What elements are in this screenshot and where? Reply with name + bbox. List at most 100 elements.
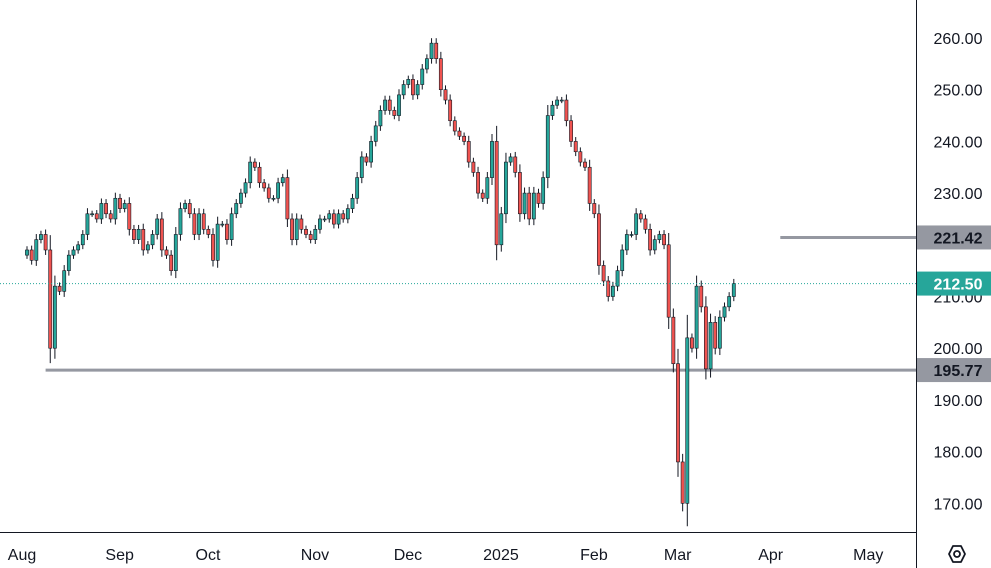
horizontal-levels[interactable] — [45, 235, 916, 372]
candle-body — [462, 135, 467, 142]
candle — [434, 38, 439, 64]
candle — [690, 333, 694, 353]
candle — [62, 265, 67, 297]
candle-body — [387, 99, 392, 111]
candle-body — [155, 218, 160, 235]
candle — [676, 348, 680, 477]
candle-body — [676, 363, 680, 463]
settings-gear-icon[interactable] — [948, 545, 966, 563]
price-tick-label: 250.00 — [934, 83, 983, 100]
candle — [350, 193, 355, 213]
candle — [490, 133, 494, 186]
candle — [727, 292, 732, 312]
candle — [462, 132, 467, 146]
candle — [634, 208, 639, 241]
candle — [411, 74, 415, 100]
candle-body — [466, 141, 471, 163]
candle — [731, 278, 736, 302]
candle — [336, 209, 341, 229]
candle-body — [146, 244, 150, 251]
candle — [39, 230, 43, 244]
candle-body — [624, 234, 629, 251]
candle-body — [197, 213, 201, 235]
candle — [485, 172, 490, 204]
candle — [113, 192, 118, 225]
candle-body — [662, 234, 666, 246]
candle-body — [76, 244, 81, 251]
level-price-badge: 195.77 — [934, 363, 983, 380]
candle — [597, 204, 601, 275]
candlestick-series — [25, 38, 736, 527]
candle — [239, 188, 243, 208]
candle-body — [499, 213, 504, 246]
candle — [527, 186, 532, 226]
candle — [531, 186, 536, 226]
candle — [169, 250, 174, 276]
candle-body — [508, 156, 513, 163]
candle-body — [522, 192, 527, 215]
candle-body — [57, 285, 62, 292]
candle-body — [359, 156, 364, 178]
candle-body — [597, 213, 601, 266]
candle-body — [685, 337, 690, 504]
candle — [285, 169, 290, 228]
candle-body — [108, 213, 113, 220]
candle — [99, 198, 104, 224]
candle — [108, 210, 113, 223]
time-tick-label: Oct — [196, 547, 221, 564]
candle-body — [541, 177, 546, 204]
candle — [359, 151, 364, 184]
candle — [452, 116, 457, 136]
candle-body — [159, 218, 164, 251]
candle — [127, 197, 132, 236]
candle-body — [122, 203, 127, 209]
candle — [522, 187, 527, 220]
candle — [164, 246, 169, 259]
candle-body — [262, 182, 267, 189]
candle-body — [80, 234, 85, 246]
candle-body — [490, 141, 494, 178]
candle — [392, 106, 397, 120]
candle-body — [113, 197, 118, 220]
price-tick-label: 230.00 — [934, 186, 983, 203]
candle-body — [266, 187, 271, 199]
candle-body — [699, 285, 704, 308]
candle-body — [192, 213, 197, 235]
candle — [476, 166, 480, 199]
time-tick-label: Nov — [301, 547, 329, 564]
time-axis[interactable]: Aug Sep Oct Nov Dec 2025 Feb Mar Apr May — [8, 547, 884, 564]
candle-body — [308, 234, 313, 240]
candle — [624, 229, 629, 255]
candle-body — [629, 234, 634, 236]
candle-body — [187, 203, 192, 215]
candle-body — [620, 249, 625, 271]
candle-body — [294, 218, 299, 240]
level-price-badge-bg — [917, 225, 991, 250]
candle — [252, 158, 257, 171]
candle-body — [327, 213, 332, 220]
candle-body — [666, 244, 671, 318]
candle — [420, 64, 425, 90]
candle-body — [452, 120, 457, 132]
candle — [517, 164, 522, 222]
candle-body — [183, 203, 188, 209]
price-tick-label: 240.00 — [934, 134, 983, 151]
candle-body — [345, 208, 350, 220]
candle-body — [290, 218, 294, 240]
candle — [438, 51, 443, 97]
candle — [48, 235, 53, 364]
candle — [713, 316, 718, 355]
candle — [243, 178, 248, 198]
candle — [559, 96, 564, 104]
candle-body — [708, 322, 713, 370]
candle — [76, 241, 81, 254]
candle — [499, 206, 504, 252]
candle — [666, 233, 671, 329]
candle-body — [299, 218, 304, 230]
candle-body — [136, 228, 141, 240]
candle — [57, 282, 62, 296]
candle — [494, 125, 499, 261]
candle-body — [331, 213, 336, 225]
candle-body — [341, 213, 346, 220]
